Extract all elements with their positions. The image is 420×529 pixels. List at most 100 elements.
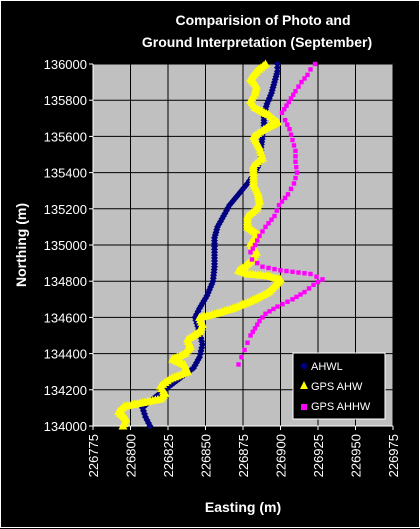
legend-box — [292, 352, 386, 420]
gps-ahhw-marker — [290, 269, 295, 274]
gps-ahhw-marker — [267, 309, 272, 314]
gps-ahhw-marker — [320, 277, 325, 282]
gps-ahhw-marker — [296, 84, 301, 89]
ahwl-marker — [274, 67, 281, 75]
legend-item-gps-ahhw: GPS AHHW — [301, 401, 371, 413]
gps-ahhw-marker — [308, 67, 313, 72]
legend: AHWL GPS AHW GPS AHHW — [292, 352, 386, 420]
chart-title-line-2: Ground Interpretation (September) — [142, 34, 372, 50]
gps-ahhw-marker — [263, 224, 268, 230]
x-tick-label: 226825 — [161, 434, 176, 477]
gps-ahhw-marker — [266, 265, 271, 271]
y-tick-label: 135600 — [44, 129, 87, 144]
gps-ahhw-marker — [280, 301, 285, 307]
gps-ahhw-marker — [263, 311, 268, 316]
gps-ahhw-marker — [302, 76, 307, 81]
gps-ahhw-marker — [282, 107, 287, 112]
gps-ahhw-marker — [302, 289, 307, 295]
gps-ahhw-marker — [284, 103, 289, 108]
gps-ahhw-marker — [294, 294, 299, 300]
gps-ahhw-marker — [291, 92, 296, 97]
gps-ahhw-marker — [255, 260, 260, 266]
gps-ahhw-marker — [315, 279, 321, 285]
y-tick-label: 134200 — [44, 383, 87, 398]
x-tick-label: 226850 — [199, 434, 214, 477]
gps-ahhw-marker — [290, 137, 295, 143]
gps-ahhw-marker — [248, 333, 253, 338]
gps-ahhw-marker — [298, 292, 303, 297]
gps-ahhw-marker — [291, 181, 297, 186]
gps-ahhw-marker — [250, 329, 255, 335]
x-tick-label: 226925 — [311, 434, 326, 477]
gps-ahhw-marker — [293, 148, 298, 154]
gps-ahhw-marker — [305, 72, 310, 78]
ahwl-marker — [274, 60, 281, 68]
gps-ahhw-marker — [311, 282, 316, 288]
gridlines — [89, 63, 394, 430]
gps-ahhw-marker — [279, 199, 285, 204]
x-tick-label: 226975 — [386, 434, 401, 477]
gps-ahhw-marker — [255, 322, 260, 327]
legend-marker-gps-ahhw — [301, 404, 307, 410]
gps-ahhw-marker — [236, 362, 241, 367]
x-axis-title: Easting (m) — [205, 499, 281, 515]
legend-item-ahwl: AHWL — [300, 361, 343, 373]
y-tick-label: 134400 — [44, 347, 87, 362]
gps-ahhw-marker — [288, 132, 294, 137]
gps-ahhw-marker — [257, 318, 262, 324]
gps-ahhw-marker — [279, 110, 285, 116]
gps-ahhw-marker — [308, 271, 313, 277]
gps-ahhw-marker — [293, 159, 298, 164]
gps-ahhw-marker — [272, 213, 277, 219]
gps-ahhw-marker — [248, 250, 253, 255]
gps-ahhw-marker — [282, 117, 288, 123]
legend-marker-ahwl — [300, 362, 308, 370]
gps-ahhw-marker — [271, 306, 276, 312]
gps-ahhw-marker — [312, 61, 318, 67]
gps-ahhw-marker — [285, 192, 291, 197]
gps-ahhw-marker — [255, 238, 260, 243]
gps-ahhw-marker — [275, 304, 280, 309]
series-gps-ahw — [114, 59, 285, 430]
y-tick-label: 135800 — [44, 93, 87, 108]
x-tick-label: 226950 — [349, 434, 364, 477]
y-tick-label: 135000 — [44, 238, 87, 253]
gps-ahhw-marker — [257, 233, 262, 239]
gps-ahhw-marker — [288, 186, 294, 192]
gps-ahhw-marker — [276, 202, 282, 208]
gps-ahhw-marker — [278, 268, 283, 273]
gps-ahhw-marker — [266, 221, 271, 226]
tick-labels: 226775 226800 226825 226850 226875 226900 2269… — [44, 57, 401, 477]
x-tick-label: 226875 — [236, 434, 251, 477]
legend-label-ahwl: AHWL — [311, 361, 343, 373]
y-tick-label: 136000 — [44, 57, 87, 72]
gps-ahhw-marker — [282, 195, 288, 201]
legend-item-gps-ahw: GPS AHW — [300, 381, 363, 393]
data-series — [114, 59, 325, 430]
y-tick-label: 135200 — [44, 202, 87, 217]
gps-ahhw-marker — [291, 143, 297, 148]
gps-ahhw-marker — [302, 271, 307, 276]
gps-ahhw-marker — [293, 154, 298, 159]
gps-ahhw-marker — [284, 268, 289, 274]
gps-ahhw-marker — [293, 175, 298, 181]
gps-ahhw-marker — [294, 170, 300, 175]
x-tick-label: 226775 — [86, 434, 101, 477]
gps-ahhw-marker — [287, 126, 292, 132]
gps-ahhw-marker — [260, 264, 265, 269]
y-tick-label: 134000 — [44, 419, 87, 434]
gps-ahhw-marker — [239, 355, 244, 360]
gps-ahhw-marker — [299, 79, 304, 85]
gps-ahhw-marker — [285, 299, 290, 304]
x-tick-label: 226900 — [274, 434, 289, 477]
gps-ahhw-marker — [250, 246, 255, 251]
gps-ahhw-marker — [272, 266, 277, 272]
series-gps-ahhw — [236, 61, 325, 367]
y-tick-label: 134800 — [44, 274, 87, 289]
gps-ahhw-marker — [314, 274, 319, 279]
y-axis-title: Northing (m) — [13, 203, 29, 287]
gps-ahhw-marker — [245, 340, 250, 345]
legend-label-gps-ahw: GPS AHW — [311, 381, 363, 393]
